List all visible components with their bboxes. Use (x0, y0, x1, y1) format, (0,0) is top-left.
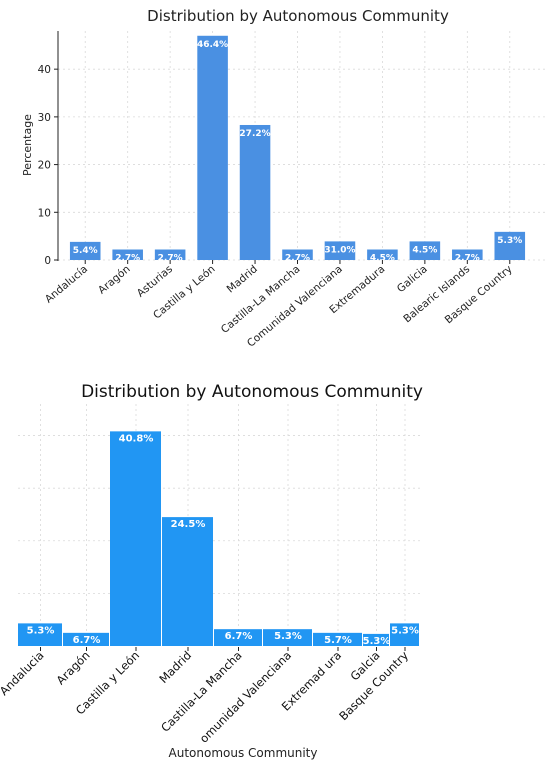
chart-2-data-label: 24.5% (171, 519, 206, 530)
chart-2-data-label: 40.8% (119, 433, 154, 444)
chart-1-data-label: 2.7% (455, 254, 480, 264)
chart-1-x-tick-label: Castilla-La Mancha (219, 263, 303, 336)
chart-2-data-label: 6.7% (73, 635, 101, 646)
chart-2-data-label: 5.3% (27, 625, 55, 636)
chart-1-bar (69, 241, 101, 260)
chart-1-x-tick-label: Andalucía (43, 263, 90, 305)
chart-1-y-ticks: 0 10 20 30 40 (38, 64, 58, 267)
chart-1-y-tick-label: 20 (38, 160, 51, 172)
chart-1-grid (58, 31, 546, 261)
chart-1-x-tick-label: Galicia (395, 263, 430, 295)
chart-1-bar (282, 249, 313, 260)
chart-2-bar (363, 633, 389, 646)
chart-1-data-label: 46.4% (197, 40, 228, 50)
chart-1-bar (324, 241, 356, 260)
chart-1-data-label: 5.3% (497, 236, 522, 246)
chart-1-bar (452, 249, 483, 260)
chart-2-x-tick-label: Madrid (156, 648, 194, 686)
chart-1-data-label: 4.5% (412, 245, 437, 255)
chart-2-bar (110, 431, 161, 646)
chart-2-grid (18, 404, 420, 646)
chart-2-x-tick-label: Andalucia (0, 648, 47, 698)
chart-1-data-label: 5.4% (73, 246, 98, 256)
chart-2-data-label: 5.3% (391, 625, 419, 636)
chart-1-x-tick-label: Aragón (96, 263, 133, 296)
chart-2-data-label: 6.7% (225, 631, 253, 642)
chart-1-x-tick-label: Asturias (135, 263, 175, 300)
chart-1: Distribution by Autonomous Community 5.4… (21, 7, 546, 350)
chart-1-bar (409, 241, 441, 260)
chart-2-bar (214, 629, 262, 646)
chart-1-y-tick-label: 30 (38, 112, 51, 124)
chart-1-data-label: 27.2% (239, 129, 270, 139)
chart-2-title: Distribution by Autonomous Community (81, 382, 423, 402)
chart-2-data-label: 5.3% (274, 631, 302, 642)
chart-1-y-tick-label: 10 (38, 207, 51, 219)
chart-1-bar (367, 249, 398, 260)
chart-2-bar (63, 632, 109, 646)
chart-2: Distribution by Autonomous Community 5.3… (0, 382, 423, 760)
chart-1-data-label: 2.7% (115, 254, 140, 264)
chart-2-bars: 5.3%6.7%40.8%24.5%6.7% 5.3% 5.7% 5.3%5.3% (18, 431, 419, 647)
chart-1-title: Distribution by Autonomous Community (147, 7, 449, 25)
chart-1-data-label: 4.5% (370, 254, 395, 264)
chart-1-y-tick-label: 40 (38, 64, 51, 76)
chart-1-data-label: 2.7% (285, 254, 310, 264)
chart-1-bar (112, 249, 143, 260)
chart-2-bar (162, 517, 213, 646)
chart-2-x-tick-label: omunidad Valenciana (197, 648, 294, 745)
chart-2-bar (313, 632, 362, 646)
chart-2-data-label: 5.7% (324, 635, 352, 646)
chart-1-data-label: 2.7% (158, 254, 183, 264)
chart-2-bar (263, 629, 312, 646)
chart-1-bar (494, 231, 526, 260)
chart-1-x-tick-label: Madrid (225, 263, 260, 295)
chart-1-ylabel: Percentage (21, 114, 34, 176)
chart-2-xlabel: Autonomous Community (169, 746, 318, 760)
chart-2-bar (390, 623, 419, 646)
chart-2-bar (18, 623, 62, 646)
chart-1-data-label: 31.0% (324, 245, 355, 255)
chart-2-x-tick-label: Aragón (54, 648, 93, 687)
chart-1-bar (154, 249, 186, 260)
chart-2-data-label: 5.3% (363, 636, 391, 647)
chart-1-bar (197, 35, 228, 261)
chart-1-bars: 5.4% 2.7% 2.7% 46.4% 27.2% 2.7% 31.0% 4.5% 4.5% 2… (69, 35, 526, 264)
chart-1-bar (239, 124, 271, 261)
chart-1-y-tick-label: 0 (44, 255, 51, 267)
